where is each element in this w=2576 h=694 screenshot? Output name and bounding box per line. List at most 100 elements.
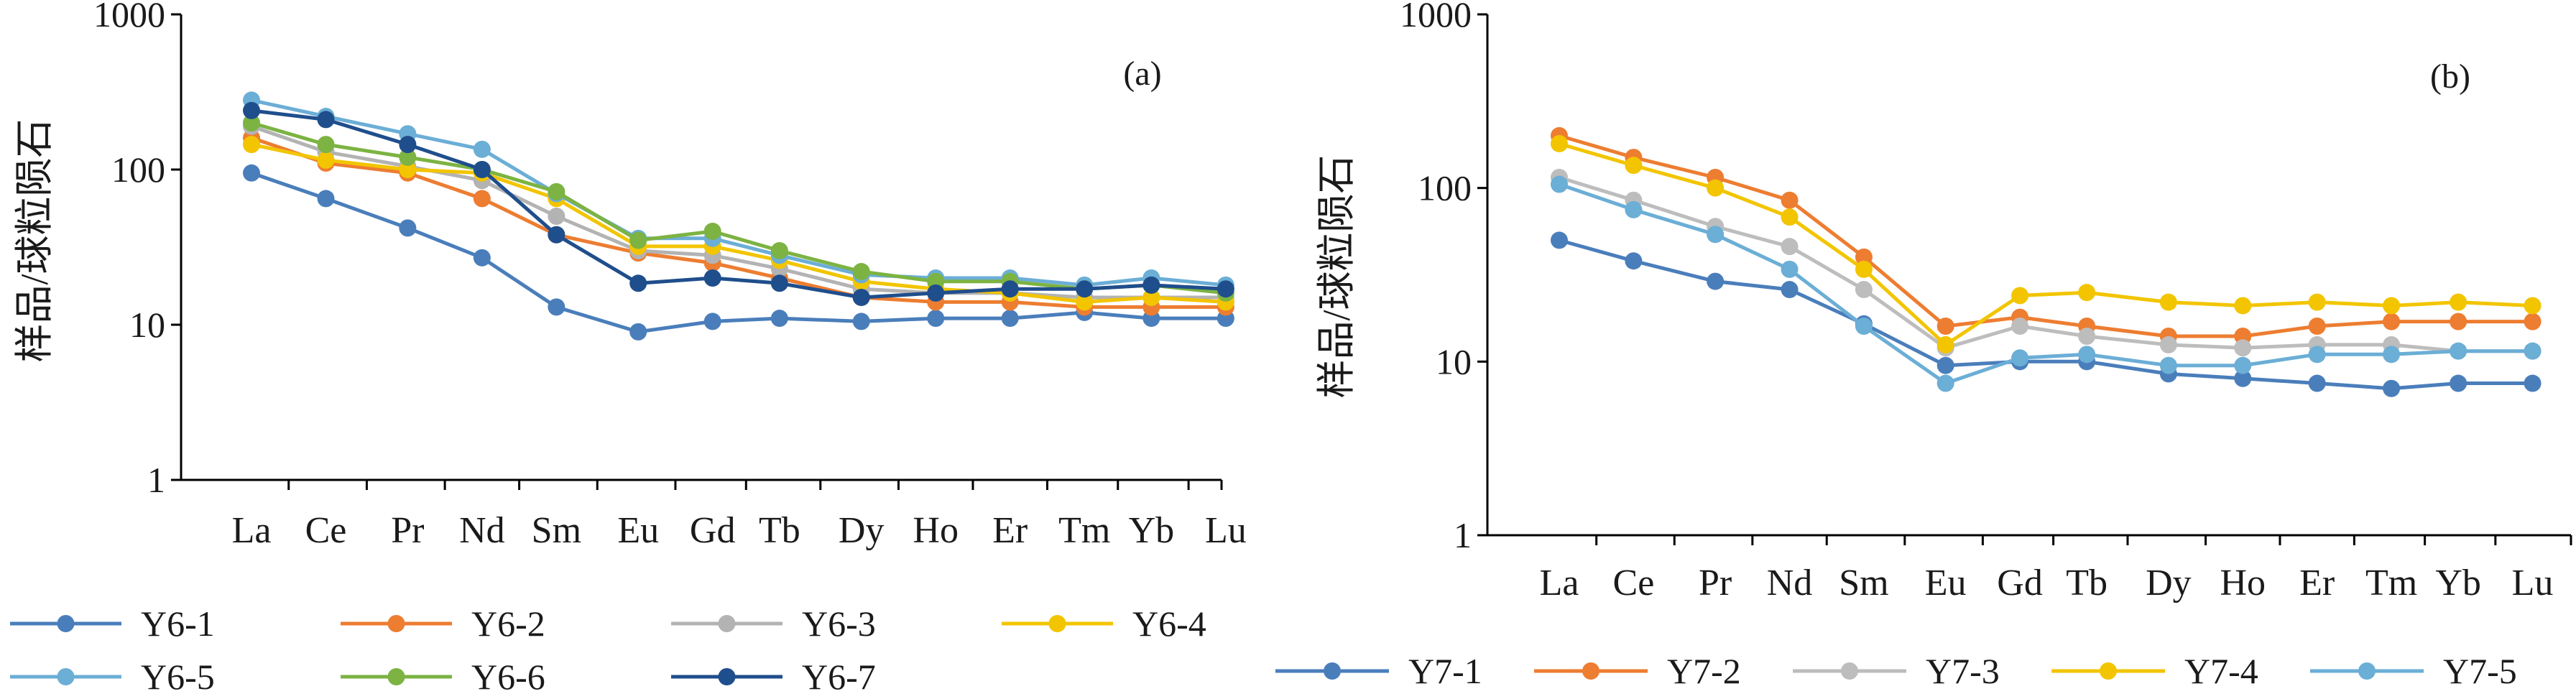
series-Y7-2 — [1551, 126, 2542, 346]
data-point — [1781, 191, 1799, 209]
data-point — [1707, 226, 1725, 244]
x-tick-label: Sm — [532, 510, 581, 551]
legend-swatch-marker — [1324, 662, 1341, 680]
data-point — [243, 164, 260, 182]
data-point — [399, 136, 417, 154]
data-point — [2383, 313, 2401, 330]
data-point — [1217, 280, 1234, 298]
legend-label: Y6-1 — [141, 603, 215, 644]
series-line — [251, 142, 1226, 304]
legend-swatch-marker — [387, 615, 405, 632]
x-tick-label: Nd — [1767, 563, 1813, 603]
data-point — [2234, 339, 2252, 357]
data-point — [1707, 272, 1725, 290]
data-point — [548, 208, 565, 226]
x-tick-label: Eu — [1925, 563, 1967, 603]
data-point — [1707, 179, 1725, 197]
y-tick-label: 100 — [111, 149, 165, 190]
y-tick-label: 100 — [1418, 168, 1472, 208]
legend-swatch-marker — [387, 668, 405, 685]
legend-label: Y6-7 — [802, 657, 876, 694]
data-point — [2308, 374, 2326, 392]
data-point — [2383, 346, 2401, 364]
y-axis-label-b: 样品/球粒陨石 — [1315, 154, 1358, 398]
x-tick-label: Sm — [1839, 563, 1888, 603]
series-Y6-1 — [243, 164, 1234, 341]
data-point — [243, 101, 260, 119]
x-tick-label: Tb — [2066, 563, 2108, 603]
data-point — [473, 249, 491, 267]
data-point — [2308, 346, 2326, 364]
legend-item: Y7-5 — [2310, 651, 2517, 691]
data-point — [2383, 297, 2401, 315]
data-point — [1142, 276, 1160, 294]
legend-item: Y6-7 — [671, 657, 876, 694]
legend-label: Y6-6 — [471, 657, 545, 694]
legend-swatch-marker — [2100, 662, 2117, 680]
data-point — [770, 274, 788, 292]
chart-panel-b: (b) 样品/球粒陨石 1 10 100 1000 La Ce Pr Nd Sm Eu Gd Tb Dy… — [1275, 0, 2572, 691]
x-tick-label: Ce — [305, 510, 347, 551]
data-point — [1855, 260, 1873, 278]
data-point — [1076, 293, 1094, 311]
data-point — [2450, 293, 2467, 311]
data-point — [852, 263, 870, 281]
x-tick-label: Er — [992, 510, 1028, 551]
x-tick-label: Tb — [759, 510, 800, 551]
data-point — [548, 182, 565, 200]
data-point — [2450, 374, 2467, 392]
data-point — [317, 190, 335, 208]
legend-swatch-marker — [2358, 662, 2376, 680]
x-tick-label: Ho — [913, 510, 959, 551]
data-point — [927, 310, 945, 328]
data-point — [2234, 356, 2252, 374]
x-tick-label: La — [232, 510, 272, 551]
data-point — [703, 313, 721, 330]
data-point — [1936, 318, 1954, 336]
series-line — [1559, 134, 2533, 338]
data-point — [770, 310, 788, 328]
x-tick-label: Dy — [839, 510, 885, 551]
data-point — [2524, 297, 2542, 315]
y-tick-label: 1 — [1454, 515, 1472, 555]
data-point — [1781, 238, 1799, 256]
legend-item: Y6-1 — [10, 603, 215, 644]
legend: Y7-1 Y7-2 Y7-3 Y7-4 Y7-5 — [1275, 651, 2517, 691]
data-point — [1936, 336, 1954, 353]
x-tick-label: Nd — [459, 510, 505, 551]
data-point — [243, 114, 260, 131]
x-tick-label: Tm — [2365, 563, 2417, 603]
data-point — [2159, 356, 2177, 374]
y-tick-label: 10 — [1436, 341, 1472, 381]
y-tick-label: 10 — [129, 305, 165, 345]
legend-swatch-marker — [718, 615, 736, 632]
legend-label: Y7-1 — [1408, 651, 1482, 691]
series-Y7-5 — [1551, 175, 2542, 392]
legend-item: Y6-4 — [1002, 603, 1206, 644]
data-point — [1625, 252, 1643, 270]
series-line — [251, 98, 1227, 287]
legend-swatch-marker — [718, 668, 736, 685]
legend-item: Y6-2 — [341, 603, 545, 644]
panel-label-b: (b) — [2430, 57, 2470, 96]
legend-item: Y6-6 — [341, 657, 545, 694]
data-point — [1781, 260, 1799, 278]
data-point — [2450, 342, 2467, 360]
panel-label-a: (a) — [1123, 55, 1161, 93]
data-point — [852, 313, 870, 330]
x-tick-label: La — [1540, 563, 1579, 603]
x-tick-label: Yb — [2435, 563, 2481, 603]
data-point — [1551, 231, 1568, 249]
data-point — [629, 274, 647, 292]
legend-label: Y7-5 — [2443, 651, 2517, 691]
data-point — [548, 298, 565, 316]
series-line — [251, 124, 1226, 300]
data-point — [548, 226, 565, 244]
x-tick-label: Gd — [1997, 563, 2043, 603]
data-point — [317, 151, 335, 169]
legend-label: Y6-4 — [1132, 603, 1206, 644]
data-point — [1855, 318, 1873, 336]
legend-item: Y7-3 — [1793, 651, 2000, 691]
data-point — [1855, 281, 1873, 299]
